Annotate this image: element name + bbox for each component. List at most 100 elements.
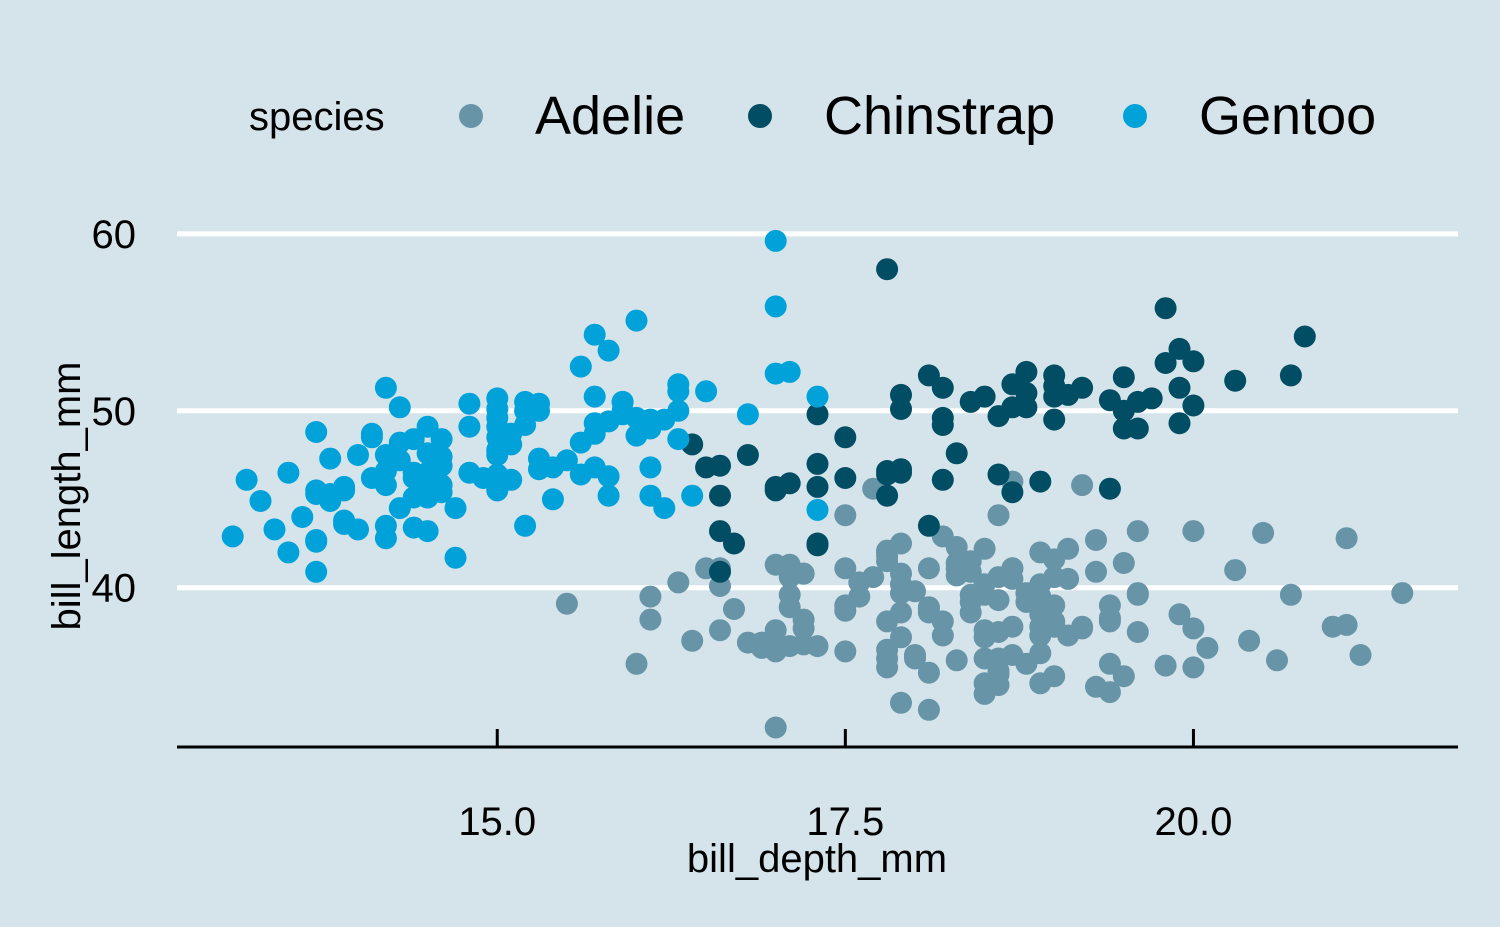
point-adelie	[1015, 582, 1038, 605]
point-chinstrap	[1224, 369, 1247, 392]
point-gentoo	[374, 514, 397, 537]
point-gentoo	[305, 560, 328, 583]
point-adelie	[876, 638, 899, 661]
point-gentoo	[374, 376, 397, 399]
point-chinstrap	[1140, 387, 1163, 410]
point-chinstrap	[764, 475, 787, 498]
point-gentoo	[360, 426, 383, 449]
point-gentoo	[541, 488, 564, 511]
point-adelie	[973, 573, 996, 596]
point-adelie	[1126, 520, 1149, 543]
y-axis-label: bill_length_mm	[45, 361, 89, 630]
point-chinstrap	[1098, 389, 1121, 412]
point-gentoo	[235, 468, 258, 491]
point-chinstrap	[890, 398, 912, 420]
legend-label-adelie: Adelie	[535, 86, 685, 146]
point-chinstrap	[876, 258, 899, 281]
point-chinstrap	[806, 403, 829, 426]
point-chinstrap	[709, 560, 731, 583]
point-adelie	[764, 716, 787, 739]
point-gentoo	[597, 339, 620, 362]
legend-marker-adelie	[459, 104, 483, 128]
legend-label-chinstrap: Chinstrap	[824, 86, 1055, 146]
point-chinstrap	[1112, 366, 1135, 389]
point-adelie	[639, 608, 662, 631]
point-adelie	[1335, 527, 1358, 550]
point-adelie	[1279, 583, 1302, 606]
legend: species Adelie Chinstrap Gentoo	[249, 86, 1376, 146]
point-chinstrap	[931, 406, 954, 429]
point-chinstrap	[1043, 408, 1066, 431]
point-gentoo	[667, 373, 690, 396]
point-gentoo	[778, 360, 801, 383]
point-adelie	[1057, 537, 1080, 560]
point-gentoo	[736, 403, 759, 426]
point-gentoo	[514, 514, 537, 537]
point-adelie	[1126, 583, 1149, 606]
point-gentoo	[388, 396, 411, 419]
point-chinstrap	[695, 456, 718, 479]
point-gentoo	[444, 546, 467, 569]
y-tick-label: 60	[92, 213, 137, 257]
point-chinstrap	[973, 385, 996, 408]
point-gentoo	[764, 295, 787, 318]
point-adelie	[959, 590, 982, 613]
point-gentoo	[625, 309, 648, 332]
point-gentoo	[305, 529, 328, 551]
point-adelie	[1182, 617, 1205, 640]
point-adelie	[1085, 529, 1107, 551]
point-gentoo	[458, 461, 481, 484]
point-gentoo	[806, 385, 829, 408]
point-adelie	[987, 504, 1010, 527]
point-chinstrap	[917, 514, 940, 537]
point-adelie	[890, 691, 912, 714]
point-gentoo	[430, 454, 453, 477]
point-adelie	[834, 594, 857, 617]
point-chinstrap	[806, 452, 829, 475]
point-gentoo	[402, 516, 425, 539]
point-gentoo	[639, 484, 662, 507]
point-gentoo	[319, 447, 342, 470]
point-adelie	[904, 647, 926, 670]
point-gentoo	[514, 390, 537, 413]
point-adelie	[959, 550, 982, 573]
point-adelie	[625, 652, 648, 675]
point-adelie	[1043, 665, 1066, 688]
point-adelie	[709, 619, 731, 642]
point-adelie	[834, 557, 857, 580]
point-adelie	[876, 656, 899, 679]
point-adelie	[1098, 594, 1121, 617]
point-adelie	[1085, 675, 1107, 698]
point-chinstrap	[1154, 297, 1177, 320]
point-gentoo	[597, 484, 620, 507]
point-adelie	[973, 682, 996, 705]
point-chinstrap	[834, 467, 857, 489]
point-gentoo	[486, 463, 509, 486]
point-gentoo	[555, 449, 578, 472]
point-gentoo	[583, 456, 606, 479]
point-gentoo	[569, 355, 592, 378]
legend-marker-gentoo	[1123, 104, 1147, 128]
x-axis-label: bill_depth_mm	[687, 837, 947, 881]
point-chinstrap	[1293, 325, 1316, 348]
x-tick-label: 15.0	[458, 800, 536, 844]
point-adelie	[987, 663, 1010, 686]
point-gentoo	[305, 421, 328, 443]
point-gentoo	[764, 229, 787, 252]
point-chinstrap	[1182, 394, 1205, 417]
point-adelie	[848, 571, 871, 594]
point-chinstrap	[1001, 396, 1024, 419]
point-adelie	[723, 598, 745, 620]
point-gentoo	[277, 461, 300, 484]
point-adelie	[1001, 557, 1024, 580]
point-chinstrap	[1168, 337, 1191, 360]
point-chinstrap	[945, 442, 968, 465]
point-adelie	[1252, 521, 1275, 544]
point-adelie	[945, 649, 968, 672]
point-chinstrap	[723, 532, 745, 555]
point-adelie	[1391, 582, 1414, 605]
point-chinstrap	[931, 468, 954, 491]
point-chinstrap	[876, 463, 899, 486]
point-adelie	[792, 617, 815, 640]
